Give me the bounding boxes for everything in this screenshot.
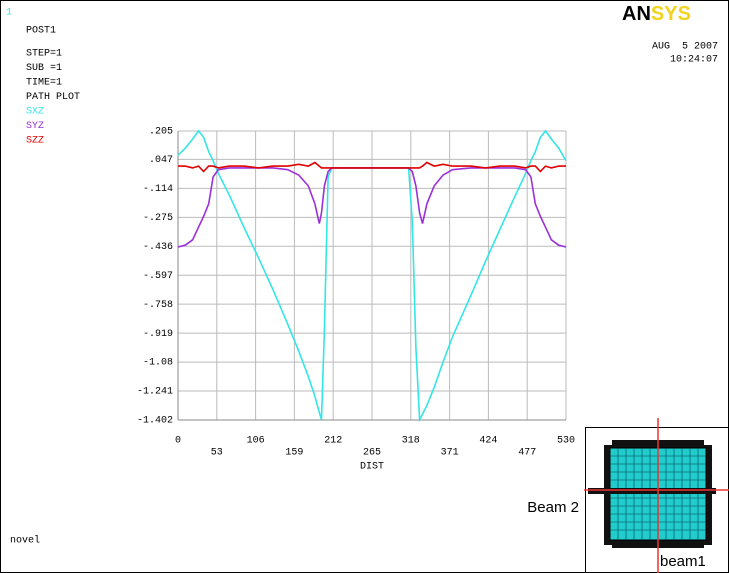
date: AUG 5 2007	[652, 42, 718, 53]
y-tick-label: .205	[149, 127, 173, 138]
x-tick-label: 265	[363, 448, 381, 459]
x-tick-label: 530	[557, 436, 575, 447]
x-tick-label: 424	[479, 436, 497, 447]
y-tick-label: -.114	[143, 184, 173, 195]
screen: 1 ANSYS AUG 5 2007 10:24:07 novel Beam 2…	[0, 0, 729, 573]
footer: novel	[10, 535, 40, 547]
y-tick-label: .047	[149, 155, 173, 166]
header-line: TIME=1	[26, 78, 62, 89]
inset-label: Beam 2	[527, 499, 579, 516]
x-tick-label: 371	[441, 448, 459, 459]
y-tick-label: -1.402	[137, 416, 173, 427]
header-line: STEP=1	[26, 49, 62, 60]
logo: ANSYS	[622, 3, 691, 25]
y-tick-label: -.597	[143, 271, 173, 282]
legend-entry: SXZ	[26, 107, 44, 118]
legend-entry: SZZ	[26, 136, 44, 147]
y-tick-label: -.919	[143, 329, 173, 340]
window-number: 1	[6, 8, 12, 19]
x-tick-label: 477	[518, 448, 536, 459]
time: 10:24:07	[670, 55, 718, 66]
x-tick-label: 212	[324, 436, 342, 447]
header-line: POST1	[26, 26, 56, 37]
header-line: SUB =1	[26, 63, 62, 74]
y-tick-label: -1.08	[143, 358, 173, 369]
y-tick-label: -.758	[143, 300, 173, 311]
inset-beam	[588, 488, 716, 494]
y-tick-label: -.436	[143, 242, 173, 253]
header-line: PATH PLOT	[26, 92, 80, 103]
x-tick-label: 0	[175, 436, 181, 447]
legend-entry: SYZ	[26, 121, 44, 132]
inset-label: beam1	[660, 553, 706, 570]
y-tick-label: -1.241	[137, 387, 173, 398]
y-tick-label: -.275	[143, 213, 173, 224]
x-tick-label: 106	[247, 436, 265, 447]
x-tick-label: 159	[285, 448, 303, 459]
x-tick-label: 318	[402, 436, 420, 447]
logo-an: AN	[622, 3, 651, 25]
x-tick-label: 53	[211, 448, 223, 459]
x-axis-label: DIST	[360, 462, 384, 473]
logo-sys: SYS	[651, 3, 691, 25]
